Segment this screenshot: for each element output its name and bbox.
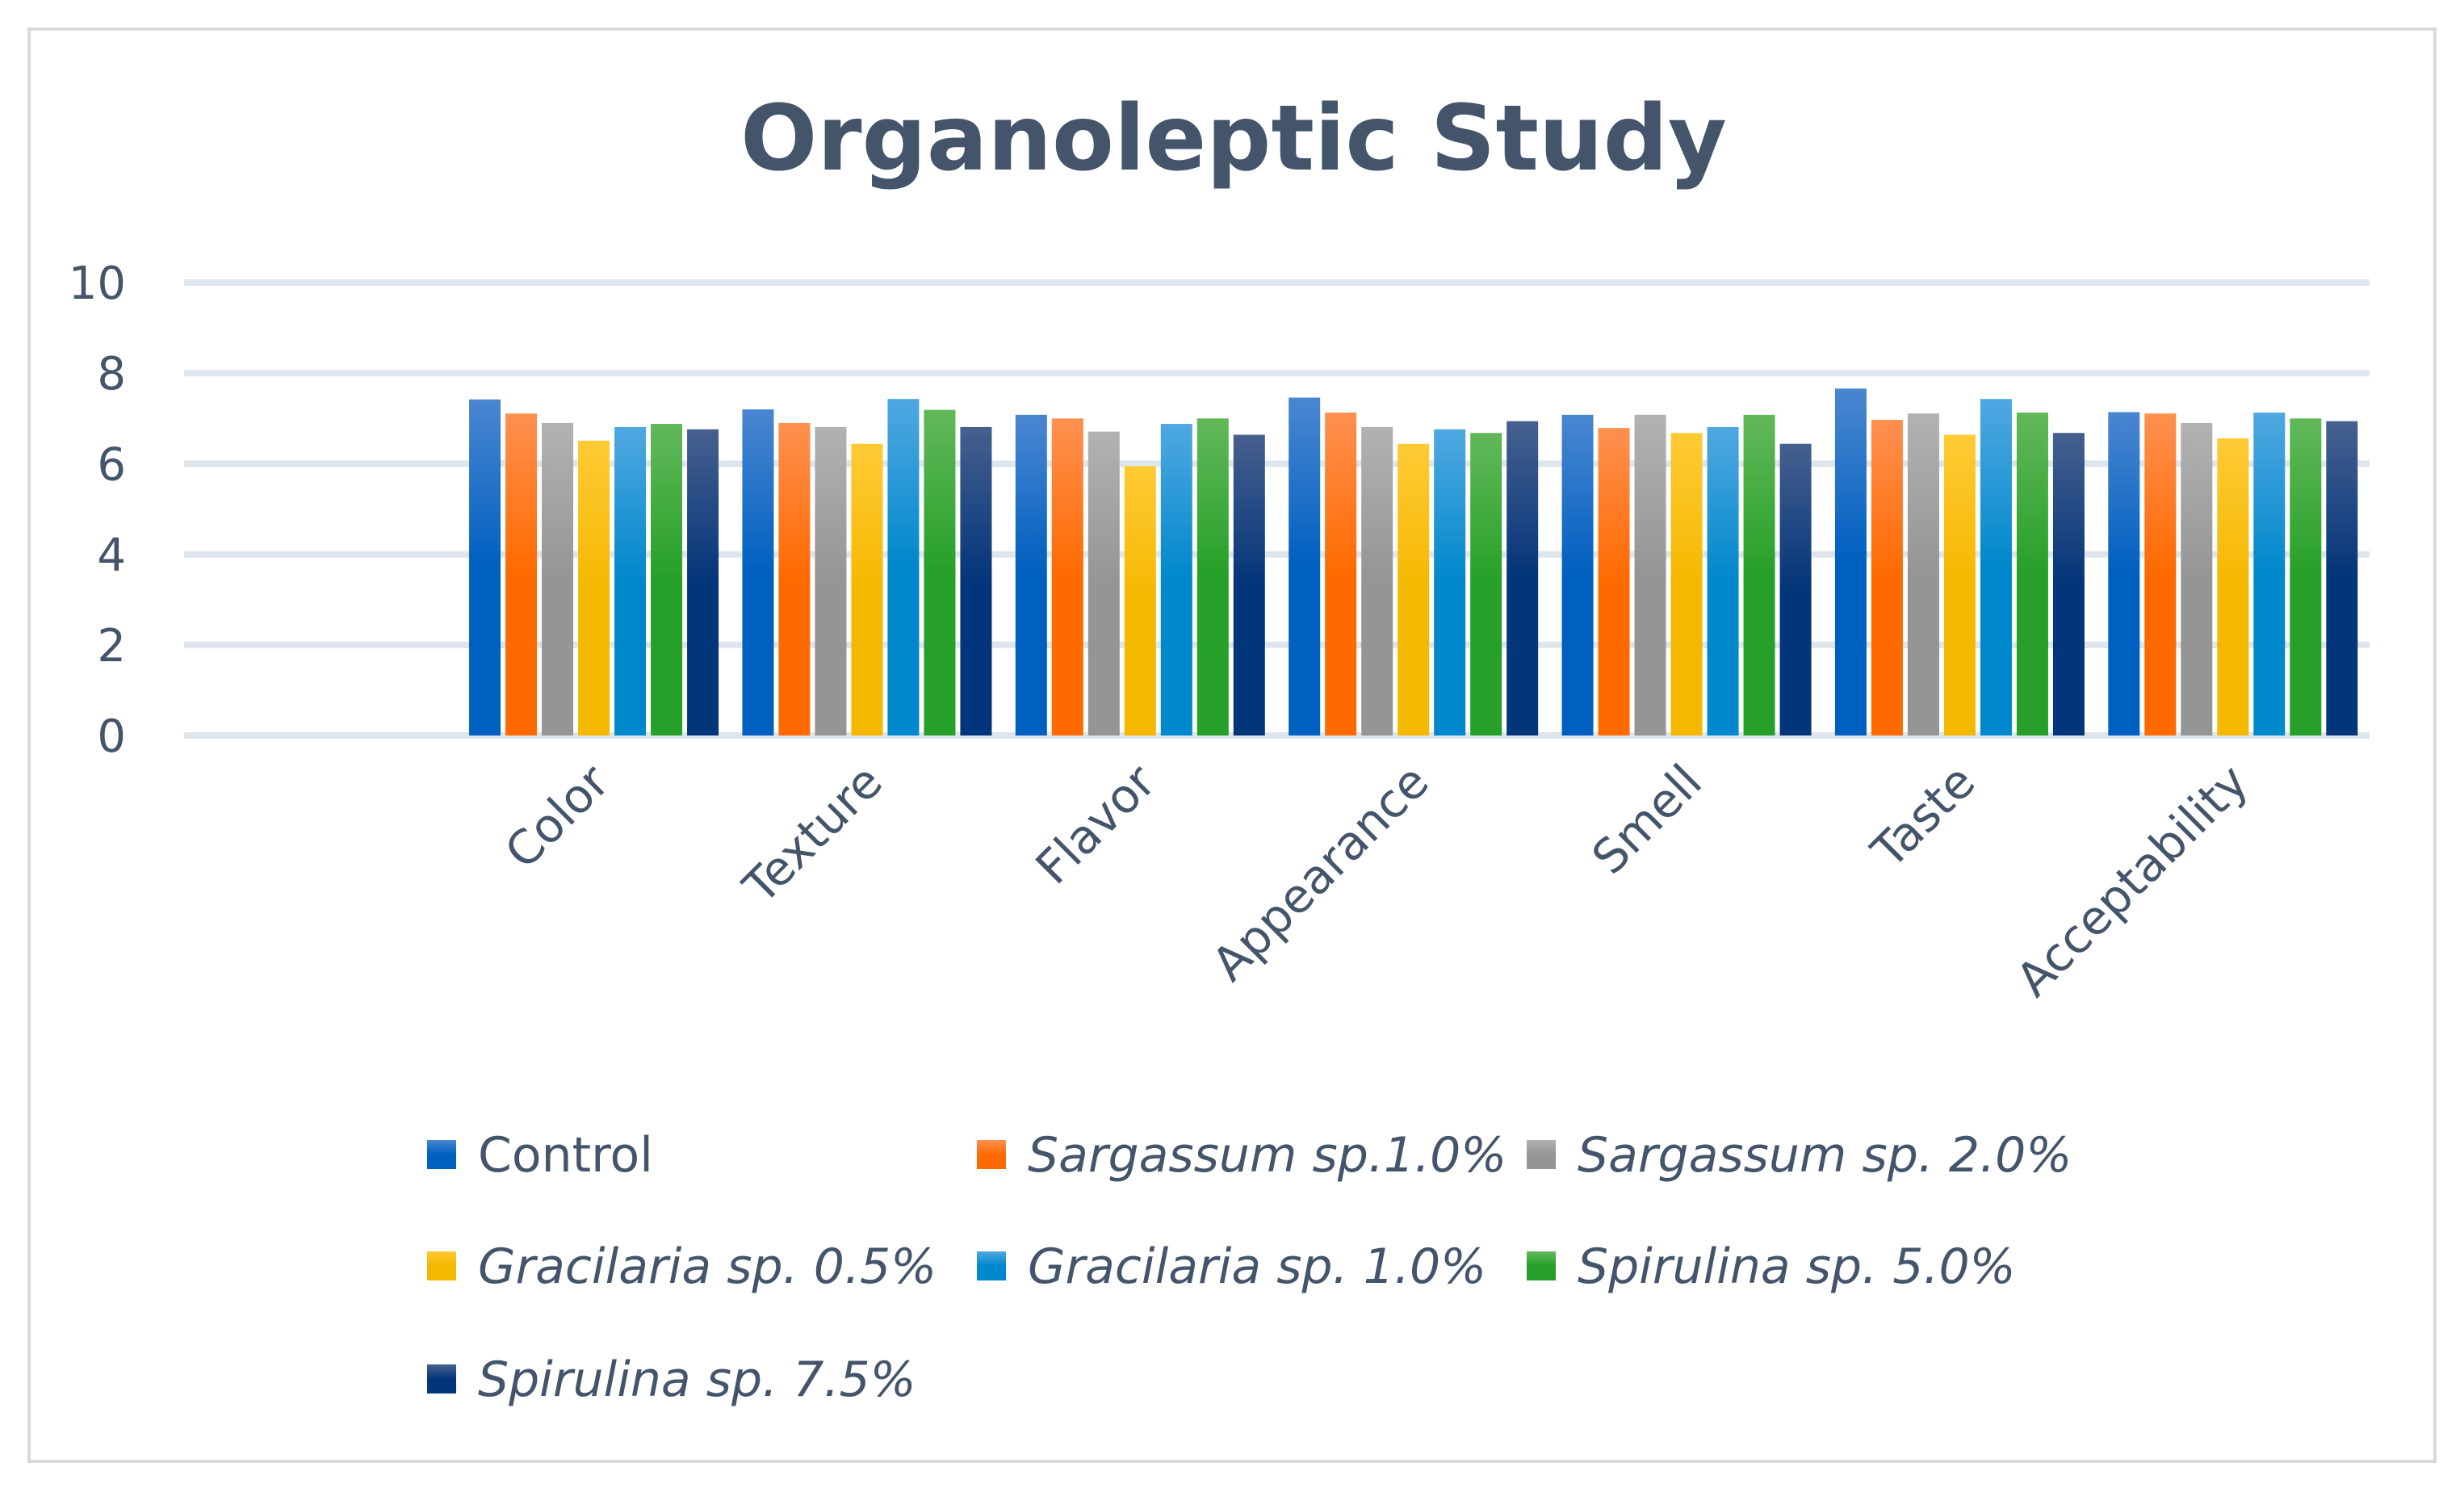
bar-texture-series-1 [778,422,811,736]
bar-flavor-series-1 [1051,418,1083,736]
bar-acceptability-series-1 [2144,413,2177,736]
bar-texture-series-5 [924,409,956,736]
legend-swatch [977,1251,1006,1280]
bar-appearance-series-0 [1289,397,1321,736]
bar-color-series-4 [614,426,647,736]
legend-item: Spirulina sp. 7.5% [427,1352,916,1408]
bar-acceptability-series-2 [2181,422,2213,736]
bar-smell-series-5 [1743,414,1775,736]
bar-appearance-series-6 [1506,421,1539,736]
legend-label: Sargassum sp. 2.0% [1578,1127,2072,1184]
legend-label: Gracilaria sp. 0.5% [478,1238,937,1295]
bar-appearance-series-4 [1434,429,1466,736]
bars [469,388,2358,736]
legend-swatch [1527,1251,1556,1280]
bar-acceptability-series-6 [2326,421,2358,736]
legend-swatch [427,1364,456,1394]
legend-item: Sargassum sp. 2.0% [1527,1127,2072,1184]
bar-flavor-series-3 [1124,466,1156,736]
chart-title: Organoleptic Study [740,86,1727,191]
y-tick-label: 10 [69,258,126,310]
bar-flavor-series-4 [1160,424,1192,736]
bar-acceptability-series-5 [2290,418,2322,736]
y-tick-label: 8 [97,348,126,400]
legend: Control Sargassum sp.1.0% Sargassum sp. 2.… [427,1127,2072,1408]
bar-flavor-series-0 [1015,414,1047,736]
legend-item: Control [427,1127,653,1184]
bar-acceptability-series-3 [2217,438,2249,736]
y-tick-label: 4 [97,530,126,582]
legend-item: Gracilaria sp. 1.0% [977,1238,1486,1295]
legend-label: Sargassum sp.1.0% [1028,1127,1506,1184]
bar-color-series-6 [687,429,719,736]
bar-color-series-2 [542,422,574,736]
bar-texture-series-3 [851,443,883,736]
legend-item: Gracilaria sp. 0.5% [427,1238,937,1295]
legend-swatch [1527,1140,1556,1169]
bar-smell-series-3 [1670,433,1703,736]
bar-taste-series-2 [1907,413,1939,736]
bar-taste-series-5 [2016,413,2048,736]
y-tick-label: 2 [97,620,126,673]
bar-smell-series-4 [1707,426,1739,736]
legend-swatch [427,1251,456,1280]
legend-item: Sargassum sp.1.0% [977,1127,1506,1184]
bar-color-series-0 [469,399,501,736]
y-tick-label: 6 [97,438,126,491]
legend-label: Gracilaria sp. 1.0% [1028,1238,1486,1295]
bar-acceptability-series-0 [2108,412,2140,736]
bar-acceptability-series-4 [2253,413,2286,736]
bar-taste-series-6 [2052,433,2085,736]
bar-smell-series-2 [1634,414,1666,736]
chart-border [27,27,2437,1463]
bar-smell-series-6 [1779,443,1812,736]
bar-flavor-series-6 [1233,434,1265,736]
bar-taste-series-4 [1980,399,2012,736]
bar-color-series-5 [651,424,683,736]
legend-item: Spirulina sp. 5.0% [1527,1238,2016,1295]
bar-texture-series-2 [815,426,847,736]
bar-appearance-series-1 [1325,413,1357,736]
bar-flavor-series-2 [1087,431,1120,736]
legend-swatch [977,1140,1006,1169]
bar-taste-series-1 [1871,419,1903,736]
legend-label: Spirulina sp. 7.5% [478,1352,916,1408]
bar-color-series-3 [578,440,610,736]
y-tick-label: 0 [97,710,126,763]
bar-taste-series-0 [1834,388,1867,736]
legend-label: Control [478,1127,653,1184]
bar-smell-series-1 [1598,428,1630,736]
bar-appearance-series-3 [1398,443,1430,736]
legend-swatch [427,1140,456,1169]
bar-smell-series-0 [1561,414,1594,736]
bar-texture-series-6 [960,426,992,736]
legend-label: Spirulina sp. 5.0% [1578,1238,2016,1295]
bar-flavor-series-5 [1196,418,1229,736]
bar-taste-series-3 [1943,434,1976,736]
bar-appearance-series-2 [1361,426,1393,736]
bar-color-series-1 [505,413,538,736]
bar-texture-series-4 [887,399,920,736]
bar-appearance-series-5 [1470,433,1502,736]
bar-texture-series-0 [742,409,774,736]
y-axis-ticks: 0 2 4 6 8 10 [69,258,126,763]
